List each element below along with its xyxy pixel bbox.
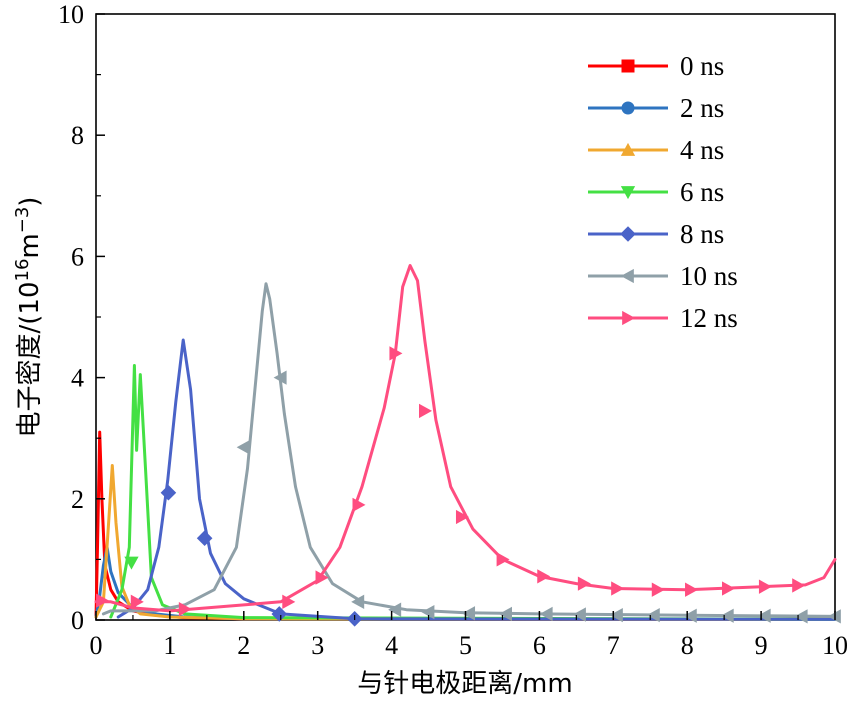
legend-marker-0 <box>621 59 635 73</box>
series-marker-6 <box>130 594 144 609</box>
series-marker-5 <box>794 609 808 624</box>
series-marker-4 <box>271 606 288 622</box>
x-tick-label: 2 <box>237 631 250 660</box>
y-axis-title-exponent-1: 16 <box>12 259 33 282</box>
series-marker-5 <box>273 370 287 385</box>
series-marker-6 <box>577 576 591 591</box>
series-marker-6 <box>792 578 806 593</box>
series-marker-5 <box>572 607 586 622</box>
series-curves <box>94 264 837 621</box>
series-marker-6 <box>758 579 772 594</box>
legend-label-5: 10 ns <box>680 261 738 291</box>
x-tick-label: 7 <box>607 631 620 660</box>
series-marker-5 <box>498 606 512 622</box>
legend-label-1: 2 ns <box>680 93 724 123</box>
legend-label-3: 6 ns <box>680 177 724 207</box>
series-marker-4 <box>196 530 213 546</box>
y-axis-title-prefix: 电子密度/(10 <box>15 281 45 437</box>
legend-label-2: 4 ns <box>680 135 724 165</box>
series-marker-5 <box>720 608 734 623</box>
y-tick-label: 0 <box>71 606 84 635</box>
legend-marker-1 <box>621 101 635 115</box>
series-marker-6 <box>282 594 296 609</box>
series-marker-6 <box>455 509 469 525</box>
legend-marker-5 <box>620 268 634 284</box>
legend-marker-2 <box>620 142 636 156</box>
legend-label-0: 0 ns <box>680 51 724 81</box>
series-marker-6 <box>419 403 433 419</box>
series-marker-6 <box>352 497 366 513</box>
y-axis-title: 电子密度/(1016m−3) <box>12 197 45 438</box>
series-marker-6 <box>721 581 735 596</box>
y-axis-title-exponent-2: −3 <box>12 207 33 234</box>
legend-marker-4 <box>620 226 636 242</box>
series-markers <box>96 346 841 627</box>
x-tick-label: 10 <box>822 631 848 660</box>
series-marker-6 <box>178 601 192 617</box>
x-tick-label: 0 <box>90 631 103 660</box>
series-marker-6 <box>315 570 329 585</box>
x-axis: 0 1 2 3 4 5 6 7 8 9 10 <box>90 611 848 660</box>
y-axis-title-suffix: ) <box>15 197 45 207</box>
y-tick-label: 10 <box>58 0 84 29</box>
y-tick-label: 8 <box>71 121 84 150</box>
y-tick-label: 6 <box>71 242 84 271</box>
legend: 0 ns 2 ns 4 ns 6 ns 8 ns 10 ns 12 ns <box>588 51 738 333</box>
x-tick-label: 4 <box>385 631 398 660</box>
legend-label-6: 12 ns <box>680 303 738 333</box>
y-axis-title-unit: m <box>15 233 45 258</box>
series-marker-5 <box>609 608 623 623</box>
series-marker-5 <box>683 608 697 623</box>
series-marker-5 <box>236 440 250 455</box>
x-tick-label: 6 <box>533 631 546 660</box>
legend-label-4: 8 ns <box>680 219 724 249</box>
series-line-4 <box>116 338 837 621</box>
y-axis: 0 2 4 6 8 10 <box>58 0 105 635</box>
series-marker-6 <box>96 593 110 608</box>
y-tick-label: 2 <box>71 485 84 514</box>
series-marker-5 <box>757 608 771 623</box>
series-marker-5 <box>351 594 365 609</box>
series-marker-5 <box>421 604 435 620</box>
series-marker-6 <box>685 582 699 597</box>
series-line-6 <box>94 264 837 613</box>
series-marker-6 <box>496 552 510 567</box>
series-marker-4 <box>160 484 177 501</box>
x-axis-title: 与针电极距离/mm <box>357 669 572 699</box>
y-tick-label: 4 <box>71 364 84 393</box>
legend-marker-6 <box>622 310 636 326</box>
series-line-5 <box>101 282 837 618</box>
series-marker-6 <box>611 581 625 596</box>
legend-marker-3 <box>620 186 636 200</box>
series-marker-5 <box>539 606 553 622</box>
series-marker-3 <box>124 556 139 570</box>
svg-text:电子密度/(1016m−3): 电子密度/(1016m−3) <box>12 197 45 438</box>
series-marker-5 <box>646 608 660 623</box>
series-marker-5 <box>388 602 402 617</box>
x-tick-label: 1 <box>163 631 176 660</box>
x-tick-label: 8 <box>681 631 694 660</box>
x-tick-label: 9 <box>755 631 768 660</box>
series-marker-5 <box>462 606 476 621</box>
series-marker-6 <box>651 582 665 597</box>
series-marker-6 <box>389 346 403 361</box>
series-marker-6 <box>537 569 551 584</box>
x-tick-label: 5 <box>459 631 472 660</box>
x-tick-label: 3 <box>311 631 324 660</box>
series-line-3 <box>109 364 837 621</box>
